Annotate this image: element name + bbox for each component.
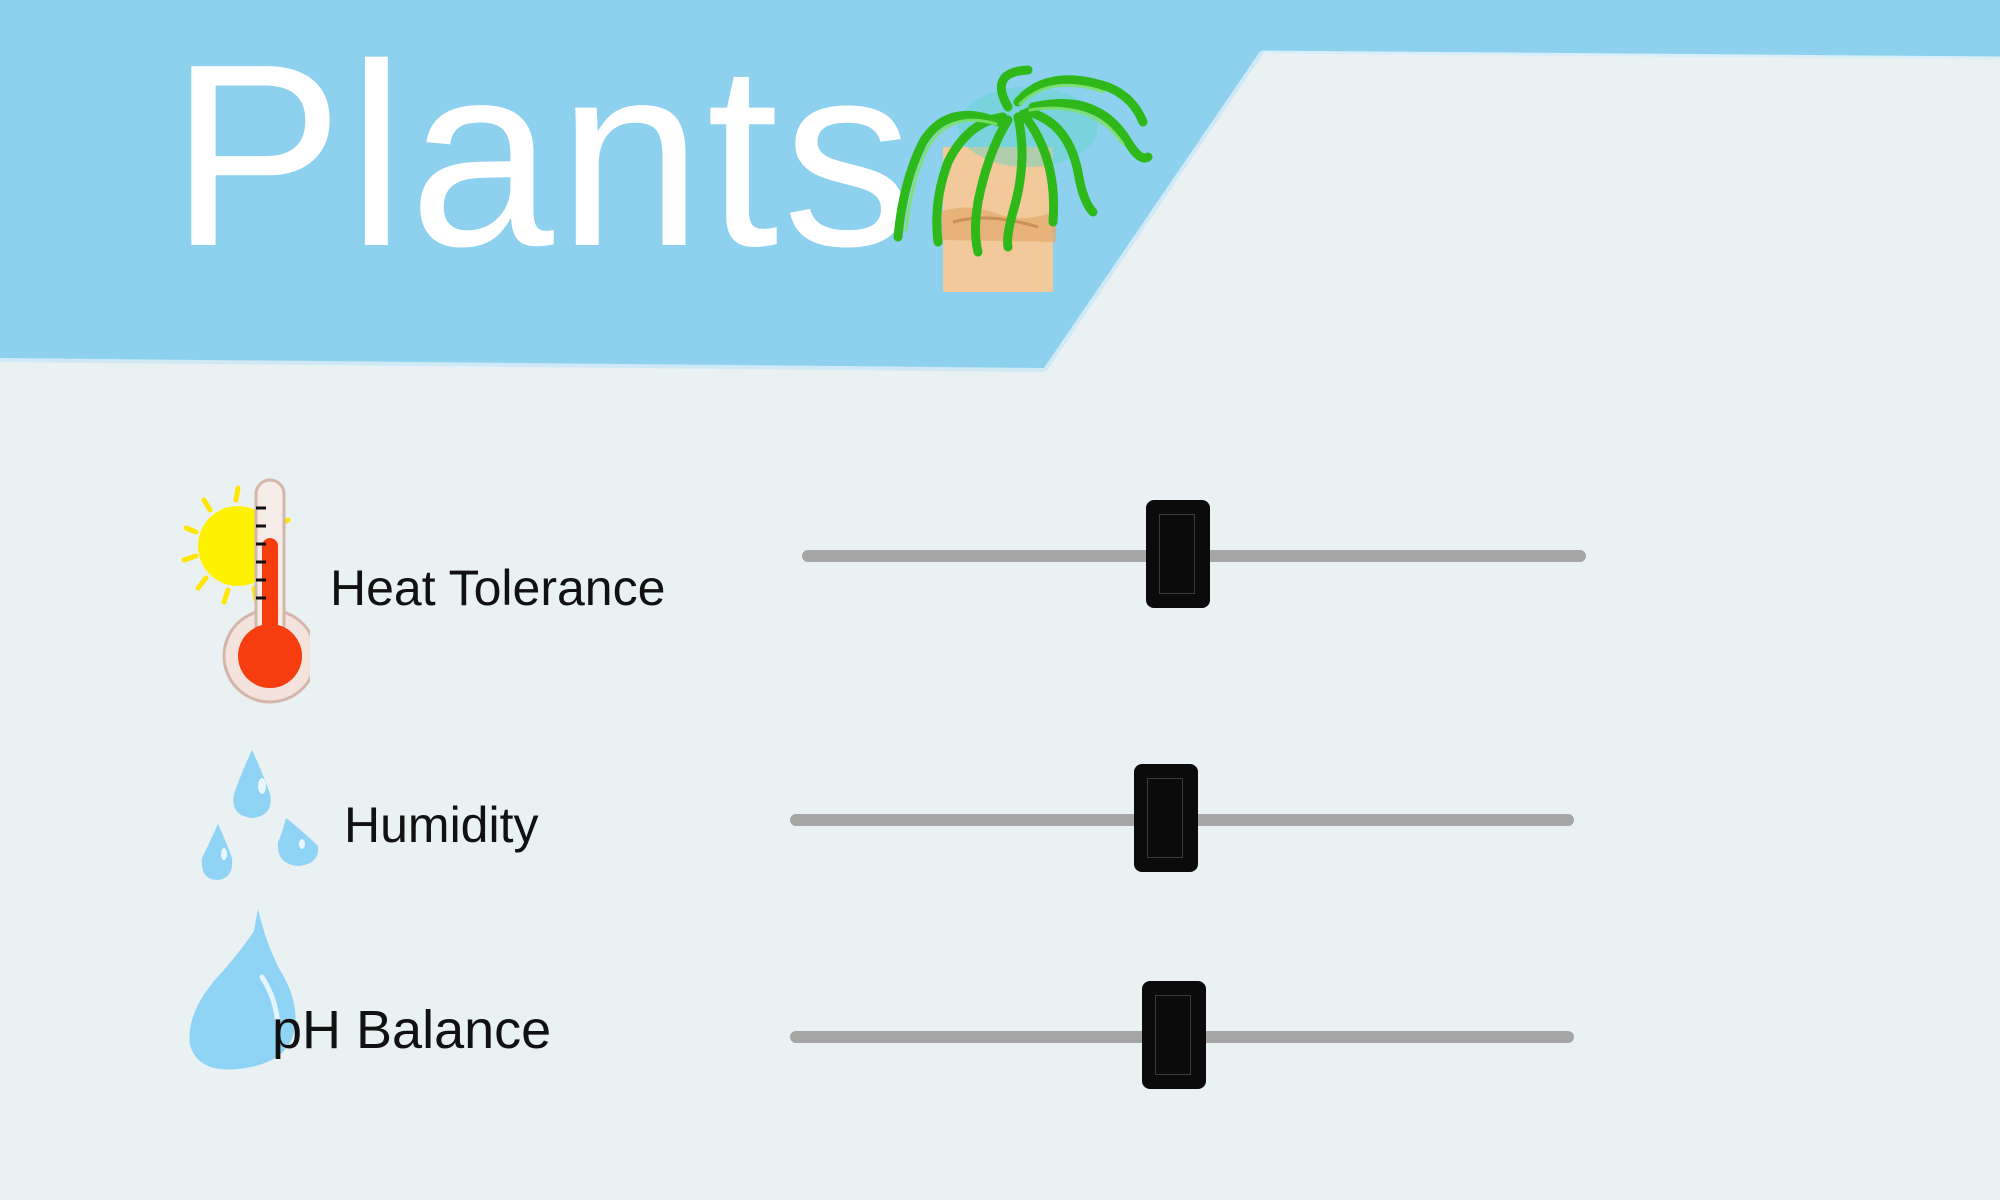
page-title: Plants bbox=[170, 11, 917, 301]
thermometer-sun-icon bbox=[181, 478, 310, 704]
slider-thumb[interactable] bbox=[1146, 500, 1211, 608]
heat-tolerance-label: Heat Tolerance bbox=[330, 560, 666, 616]
water-drops-icon bbox=[201, 750, 319, 880]
ph-balance-slider[interactable] bbox=[790, 977, 1574, 1097]
water-drop-icon bbox=[189, 909, 296, 1070]
ph-balance-label: pH Balance bbox=[272, 1000, 552, 1060]
humidity-slider[interactable] bbox=[790, 760, 1574, 880]
control-row-heat-tolerance: Heat Tolerance bbox=[0, 470, 2000, 704]
control-row-ph-balance: pH Balance bbox=[0, 905, 2000, 1125]
slider-thumb[interactable] bbox=[1142, 981, 1207, 1089]
heat-tolerance-slider[interactable] bbox=[802, 496, 1586, 616]
potted-plant-icon bbox=[893, 65, 1153, 292]
slider-thumb[interactable] bbox=[1134, 764, 1199, 872]
humidity-label: Humidity bbox=[344, 797, 539, 853]
control-row-humidity: Humidity bbox=[0, 740, 2000, 960]
